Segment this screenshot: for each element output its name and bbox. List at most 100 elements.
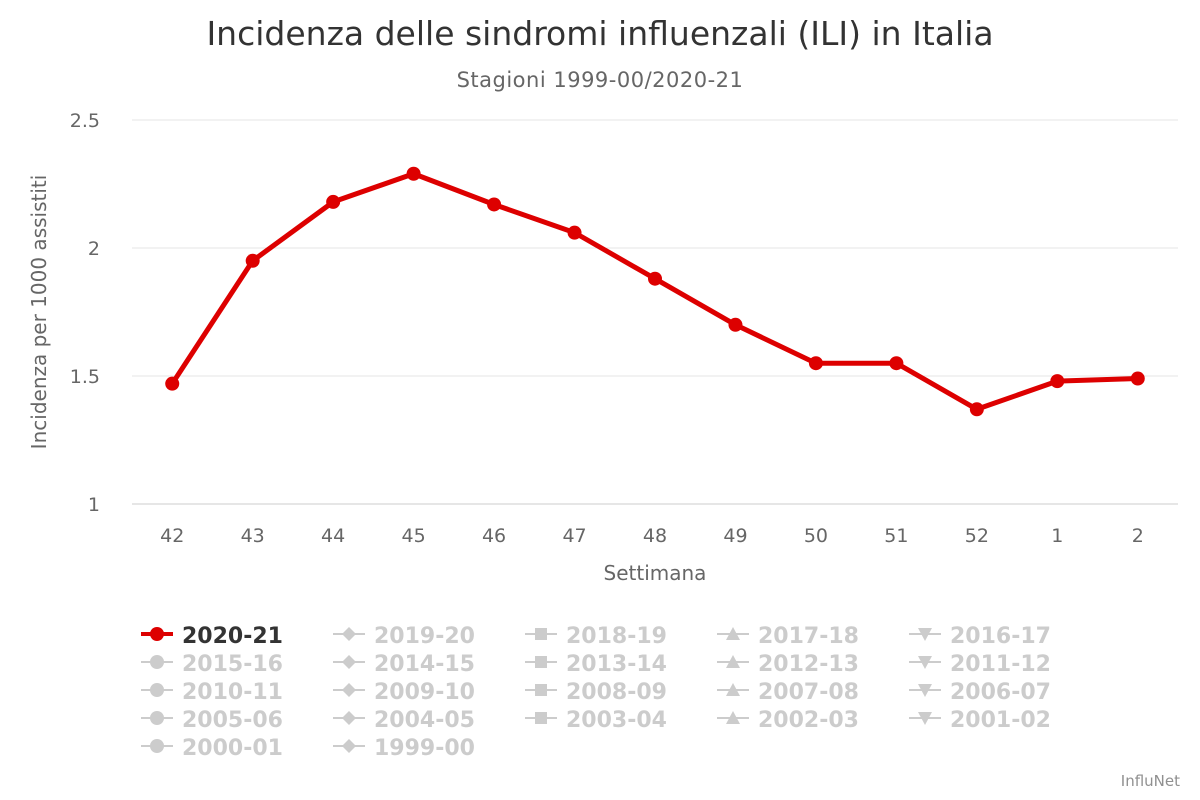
legend-label: 2012-13 [758,651,859,677]
y-tick-label: 1.5 [70,366,100,388]
legend-item-2009-10[interactable]: 2009-10 [332,679,475,705]
legend-item-2018-19[interactable]: 2018-19 [524,623,667,649]
legend-label: 2003-04 [566,707,667,733]
legend-item-2008-09[interactable]: 2008-09 [524,679,667,705]
legend-label: 2017-18 [758,623,859,649]
square-marker-icon [524,708,558,732]
data-point[interactable] [487,197,502,212]
legend-label: 2013-14 [566,651,667,677]
legend-item-2020-21[interactable]: 2020-21 [140,623,283,649]
square-marker-icon [524,680,558,704]
x-tick-label: 46 [482,525,506,547]
legend-label: 2019-20 [374,623,475,649]
credits-link[interactable]: InfluNet [1120,772,1180,790]
data-point[interactable] [567,225,582,240]
data-point[interactable] [648,271,662,286]
x-tick-label: 2 [1132,525,1144,547]
legend-item-2013-14[interactable]: 2013-14 [524,651,667,677]
legend-label: 2014-15 [374,651,475,677]
legend-label: 2015-16 [182,651,283,677]
legend-label: 2011-12 [950,651,1051,677]
legend-label: 2007-08 [758,679,859,705]
triangle-marker-icon [716,624,750,648]
legend-item-2016-17[interactable]: 2016-17 [908,623,1051,649]
square-marker-icon [524,652,558,676]
diamond-marker-icon [332,680,366,704]
data-point[interactable] [1050,374,1065,389]
diamond-marker-icon [332,708,366,732]
data-point[interactable] [1130,371,1145,386]
legend-item-2007-08[interactable]: 2007-08 [716,679,859,705]
legend-item-2000-01[interactable]: 2000-01 [140,735,283,761]
series-line-2020-21 [169,171,1141,412]
x-axis-title: Settimana [604,561,707,585]
x-tick-label: 48 [643,525,667,547]
legend-item-2005-06[interactable]: 2005-06 [140,707,283,733]
x-tick-label: 43 [241,525,265,547]
circle-marker-icon [140,624,174,648]
circle-marker-icon [140,652,174,676]
data-point[interactable] [326,194,341,209]
legend-item-2010-11[interactable]: 2010-11 [140,679,283,705]
x-tick-label: 47 [562,525,586,547]
circle-marker-icon [140,708,174,732]
diamond-marker-icon [332,652,366,676]
chart-subtitle: Stagioni 1999-00/2020-21 [456,68,744,92]
legend-label: 2006-07 [950,679,1051,705]
legend-item-2001-02[interactable]: 2001-02 [908,707,1051,733]
legend-item-2003-04[interactable]: 2003-04 [524,707,667,733]
x-tick-label: 50 [804,525,828,547]
legend-label: 2010-11 [182,679,283,705]
diamond-marker-icon [332,736,366,760]
triangle-marker-icon [716,708,750,732]
legend-item-2015-16[interactable]: 2015-16 [140,651,283,677]
x-tick-label: 44 [321,525,345,547]
legend-label: 2009-10 [374,679,475,705]
x-tick-label: 51 [884,525,908,547]
legend-label: 2000-01 [182,735,283,761]
legend-label: 2008-09 [566,679,667,705]
triangle-marker-icon [716,652,750,676]
x-tick-label: 52 [965,525,989,547]
legend-label: 2016-17 [950,623,1051,649]
y-tick-label: 2 [88,238,100,260]
triangle-marker-icon [716,680,750,704]
chart-title: Incidenza delle sindromi influenzali (IL… [206,14,994,53]
legend-item-2017-18[interactable]: 2017-18 [716,623,859,649]
triangle-down-marker-icon [908,680,942,704]
legend-label: 2020-21 [182,623,283,649]
data-point[interactable] [406,166,421,181]
data-point[interactable] [969,402,984,417]
legend-item-2011-12[interactable]: 2011-12 [908,651,1051,677]
y-tick-label: 1 [88,494,100,516]
circle-marker-icon [140,736,174,760]
data-point[interactable] [245,253,260,268]
data-point[interactable] [728,317,743,332]
data-point[interactable] [165,376,180,391]
triangle-down-marker-icon [908,624,942,648]
triangle-down-marker-icon [908,652,942,676]
legend-label: 2018-19 [566,623,667,649]
legend-item-2002-03[interactable]: 2002-03 [716,707,859,733]
legend-item-2012-13[interactable]: 2012-13 [716,651,859,677]
legend-item-2014-15[interactable]: 2014-15 [332,651,475,677]
legend-label: 1999-00 [374,735,475,761]
legend-label: 2001-02 [950,707,1051,733]
legend-item-2004-05[interactable]: 2004-05 [332,707,475,733]
legend-item-1999-00[interactable]: 1999-00 [332,735,475,761]
y-tick-label: 2.5 [70,110,100,132]
legend-item-2019-20[interactable]: 2019-20 [332,623,475,649]
data-point[interactable] [808,356,823,371]
data-point[interactable] [889,356,904,371]
legend-item-2006-07[interactable]: 2006-07 [908,679,1051,705]
legend-label: 2005-06 [182,707,283,733]
y-axis-title: Incidenza per 1000 assistiti [27,175,51,450]
legend-label: 2004-05 [374,707,475,733]
diamond-marker-icon [332,624,366,648]
x-tick-label: 42 [160,525,184,547]
x-tick-label: 49 [723,525,747,547]
circle-marker-icon [140,680,174,704]
x-tick-label: 1 [1051,525,1063,547]
x-tick-label: 45 [402,525,426,547]
